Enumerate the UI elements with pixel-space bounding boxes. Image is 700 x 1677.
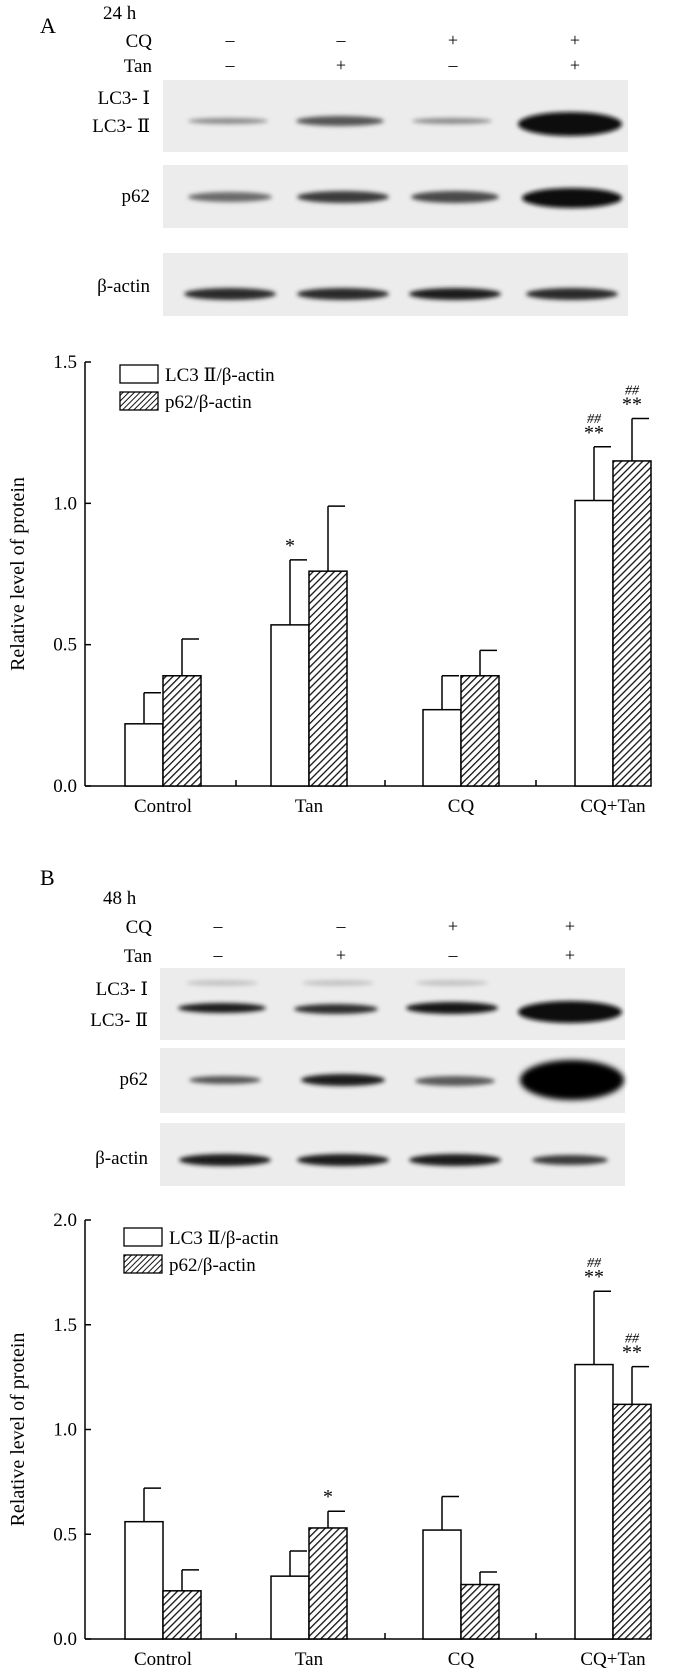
panel-b-cq-label: CQ [126, 917, 153, 938]
bar [422, 708, 462, 787]
y-tick-label: 0.5 [53, 1524, 77, 1545]
legend-swatch [119, 364, 159, 384]
significance-marker: ** [584, 422, 604, 444]
chart-b: 0.0 0.5 1.0 1.5 2.0 Relative level of protein… [7, 1210, 652, 1670]
panel-b-tan-sign: – [213, 945, 224, 965]
panel-a-time: 24 h [103, 3, 137, 24]
bar [612, 1403, 652, 1640]
chart-a: 0.0 0.5 1.0 1.5 Relative level of protein Con… [7, 352, 652, 817]
legend-label: p62/β-actin [165, 392, 252, 413]
significance-marker: ## [587, 412, 602, 427]
bar [308, 1527, 348, 1640]
bar [612, 460, 652, 787]
panel-b-cq-sign: + [448, 916, 458, 936]
x-tick-label: Tan [295, 1649, 324, 1670]
significance-marker: ** [584, 1266, 604, 1288]
panel-b-lc3ii-label: LC3- Ⅱ [90, 1010, 148, 1031]
bar [460, 675, 500, 787]
significance-marker: ## [625, 1332, 640, 1347]
y-tick-label: 1.0 [53, 1420, 77, 1441]
bar [574, 1363, 614, 1640]
bar [124, 1520, 164, 1640]
panel-a-tan-label: Tan [124, 56, 153, 77]
panel-b-actin-blot [160, 1123, 625, 1186]
panel-a-cq-sign: – [336, 30, 347, 50]
panel-b-lc3i-label: LC3- Ⅰ [96, 979, 148, 1000]
panel-a-actin-label: β-actin [97, 276, 150, 297]
significance-marker: ** [622, 1342, 642, 1364]
bar [422, 1529, 462, 1640]
bar [162, 675, 202, 787]
panel-b-actin-label: β-actin [95, 1148, 148, 1169]
x-tick-label: CQ [448, 796, 475, 817]
panel-a-lc3i-label: LC3- Ⅰ [98, 88, 150, 109]
significance-marker: ** [622, 394, 642, 416]
significance-marker: * [285, 535, 295, 557]
panel-b-p62-label: p62 [120, 1069, 149, 1090]
panel-a-p62-blot [163, 165, 628, 228]
panel-a-cq-label: CQ [126, 31, 153, 52]
x-tick-label: CQ+Tan [580, 796, 646, 817]
panel-a-letter: A [40, 13, 56, 38]
panel-a-tan-sign: + [336, 55, 346, 75]
panel-b-cq-sign: – [213, 916, 224, 936]
panel-a-cq-sign: – [225, 30, 236, 50]
y-axis-label: Relative level of protein [7, 477, 29, 671]
bar [308, 570, 348, 787]
panel-a-lc3-blot [163, 80, 628, 152]
panel-a-tan-sign: – [225, 55, 236, 75]
x-tick-label: Tan [295, 796, 324, 817]
bar [124, 723, 164, 787]
bar [460, 1583, 500, 1640]
bar [270, 1575, 310, 1640]
panel-b-tan-sign: – [448, 945, 459, 965]
x-tick-label: CQ+Tan [580, 1649, 646, 1670]
bar [574, 499, 614, 787]
panel-a-tan-sign: + [570, 55, 580, 75]
legend-swatch [123, 1254, 163, 1274]
legend-swatch [123, 1227, 163, 1247]
significance-marker: ## [587, 1256, 602, 1271]
panel-b-tan-sign: + [336, 945, 346, 965]
panel-b-cq-sign: + [565, 916, 575, 936]
x-tick-label: Control [134, 796, 192, 817]
y-tick-label: 1.0 [53, 493, 77, 514]
y-axis-label: Relative level of protein [7, 1333, 29, 1527]
x-tick-label: Control [134, 1649, 192, 1670]
x-tick-label: CQ [448, 1649, 475, 1670]
panel-b-letter: B [40, 865, 55, 890]
significance-marker: * [323, 1486, 333, 1508]
legend-label: LC3 Ⅱ/β-actin [169, 1228, 279, 1249]
panel-b-tan-label: Tan [124, 946, 153, 967]
panel-a-p62-label: p62 [122, 186, 151, 207]
panel-a-cq-sign: + [570, 30, 580, 50]
significance-marker: ## [625, 384, 640, 399]
panel-b-p62-blot [160, 1048, 625, 1113]
panel-a-actin-blot [163, 253, 628, 316]
bar [162, 1590, 202, 1640]
legend-swatch [119, 391, 159, 411]
y-tick-label: 0.0 [53, 1629, 77, 1650]
panel-a-tan-sign: – [448, 55, 459, 75]
y-tick-label: 2.0 [53, 1210, 77, 1231]
legend-label: p62/β-actin [169, 1255, 256, 1276]
panel-b-time: 48 h [103, 888, 137, 909]
bar [270, 624, 310, 787]
y-tick-label: 1.5 [53, 1315, 77, 1336]
panel-b-tan-sign: + [565, 945, 575, 965]
y-tick-label: 0.0 [53, 776, 77, 797]
panel-b-lc3-blot [160, 968, 625, 1040]
legend-label: LC3 Ⅱ/β-actin [165, 365, 275, 386]
y-tick-label: 0.5 [53, 635, 77, 656]
y-tick-label: 1.5 [53, 352, 77, 373]
panel-a-cq-sign: + [448, 30, 458, 50]
panel-a-lc3ii-label: LC3- Ⅱ [92, 116, 150, 137]
panel-b-cq-sign: – [336, 916, 347, 936]
